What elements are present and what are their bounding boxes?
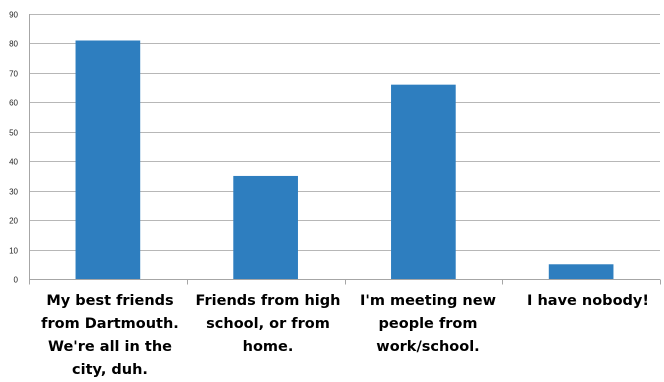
y-tick-label-10: 10 (9, 247, 18, 256)
x-tick-label-3: I'm meeting new people from work/school. (360, 293, 496, 355)
bar-2 (233, 175, 298, 279)
y-tick-label-30: 30 (9, 188, 18, 197)
x-tick-label-2: Friends from high school, or from home. (195, 293, 341, 355)
bar-4 (548, 264, 614, 279)
y-tick-label-40: 40 (9, 158, 18, 167)
x-tick-label-1: My best friends from Dartmouth. We're al… (41, 293, 179, 378)
y-tick-label-90: 90 (9, 11, 18, 20)
y-tick-label-80: 80 (9, 40, 18, 49)
bar-3 (391, 84, 456, 280)
y-tick-label-60: 60 (9, 99, 18, 108)
x-tick-label-4: I have nobody! (527, 293, 649, 309)
y-tick-label-20: 20 (9, 217, 18, 226)
y-tick-label-50: 50 (9, 129, 18, 138)
y-tick-label-0: 0 (14, 276, 19, 285)
y-tick-label-70: 70 (9, 70, 18, 79)
bar-1 (75, 40, 141, 279)
